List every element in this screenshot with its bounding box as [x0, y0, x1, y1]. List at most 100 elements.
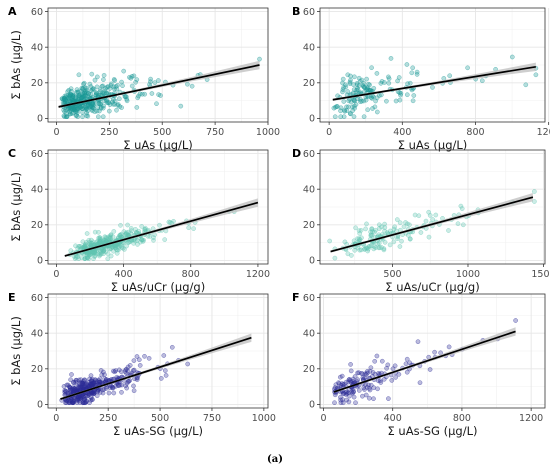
- points-group: [331, 54, 539, 120]
- data-point: [91, 391, 97, 396]
- data-point: [135, 95, 141, 101]
- data-point: [409, 87, 415, 93]
- data-point: [94, 393, 100, 399]
- data-point: [336, 380, 341, 386]
- data-point: [342, 239, 348, 245]
- data-point: [134, 375, 140, 381]
- data-point: [98, 239, 103, 244]
- data-point: [69, 372, 74, 377]
- data-point: [410, 98, 416, 104]
- data-point: [119, 105, 124, 110]
- data-point: [79, 103, 85, 109]
- data-point: [404, 92, 410, 98]
- data-point: [74, 107, 79, 113]
- data-point: [366, 81, 371, 87]
- data-point: [384, 98, 389, 104]
- data-point: [139, 224, 145, 229]
- data-point: [97, 376, 103, 382]
- data-point: [76, 256, 81, 262]
- data-point: [66, 384, 72, 389]
- data-point: [354, 82, 360, 88]
- data-point: [125, 222, 130, 228]
- data-point: [391, 226, 397, 232]
- x-tick-label: 500: [151, 413, 169, 424]
- x-tick-label: 1200: [246, 269, 270, 280]
- data-point: [371, 396, 376, 402]
- data-point: [388, 56, 394, 61]
- data-point: [416, 213, 422, 219]
- data-point: [163, 373, 169, 378]
- data-point: [64, 382, 70, 388]
- data-point: [353, 225, 358, 231]
- data-point: [102, 376, 108, 382]
- data-point: [351, 394, 357, 400]
- data-point: [68, 377, 73, 383]
- figure-caption: (a): [267, 454, 283, 465]
- data-point: [532, 199, 537, 204]
- data-point: [426, 234, 432, 240]
- data-point: [398, 90, 404, 96]
- data-point: [387, 242, 393, 248]
- data-point: [382, 239, 388, 245]
- data-point: [74, 87, 80, 92]
- data-point: [356, 75, 362, 81]
- data-point: [186, 225, 192, 231]
- y-tick-label: 20: [31, 364, 43, 375]
- data-point: [340, 87, 346, 92]
- data-point: [407, 236, 413, 242]
- data-point: [363, 245, 369, 251]
- data-point: [332, 255, 338, 261]
- y-tick-label: 20: [31, 78, 43, 89]
- data-point: [134, 354, 140, 359]
- data-point: [111, 390, 117, 396]
- data-point: [385, 362, 391, 368]
- x-tick-label: 0: [53, 413, 59, 424]
- data-point: [382, 228, 387, 234]
- data-point: [392, 363, 398, 369]
- data-point: [132, 238, 138, 244]
- data-point: [90, 397, 95, 403]
- data-point: [376, 240, 382, 246]
- data-point: [460, 222, 466, 228]
- data-point: [395, 236, 400, 242]
- data-point: [76, 394, 82, 400]
- data-point: [85, 113, 91, 119]
- data-point: [347, 81, 353, 87]
- data-point: [63, 388, 68, 394]
- data-point: [340, 76, 346, 82]
- y-tick-label: 20: [303, 220, 315, 231]
- data-point: [105, 251, 111, 257]
- data-point: [446, 228, 451, 233]
- data-point: [356, 370, 362, 376]
- data-point: [368, 365, 374, 371]
- data-point: [356, 388, 362, 393]
- panel-border: [47, 149, 269, 265]
- data-point: [99, 84, 105, 89]
- data-point: [386, 76, 392, 82]
- data-point: [366, 395, 372, 401]
- data-point: [64, 114, 70, 120]
- data-point: [129, 74, 135, 79]
- data-point: [116, 367, 122, 373]
- data-point: [391, 239, 397, 245]
- data-point: [112, 86, 117, 92]
- data-point: [389, 378, 395, 383]
- data-point: [139, 237, 145, 243]
- data-point: [257, 56, 262, 62]
- data-point: [93, 92, 99, 97]
- data-point: [73, 243, 78, 249]
- data-point: [374, 353, 380, 359]
- x-tick-label: 500: [153, 127, 171, 138]
- data-point: [417, 380, 423, 386]
- data-point: [95, 114, 101, 120]
- data-point: [348, 362, 353, 367]
- data-point: [364, 76, 369, 82]
- data-point: [124, 385, 130, 391]
- data-point: [162, 237, 168, 242]
- data-point: [81, 80, 87, 86]
- data-point: [119, 389, 124, 395]
- x-tick-label: 400: [393, 127, 411, 138]
- data-point: [327, 238, 333, 244]
- data-point: [120, 245, 126, 251]
